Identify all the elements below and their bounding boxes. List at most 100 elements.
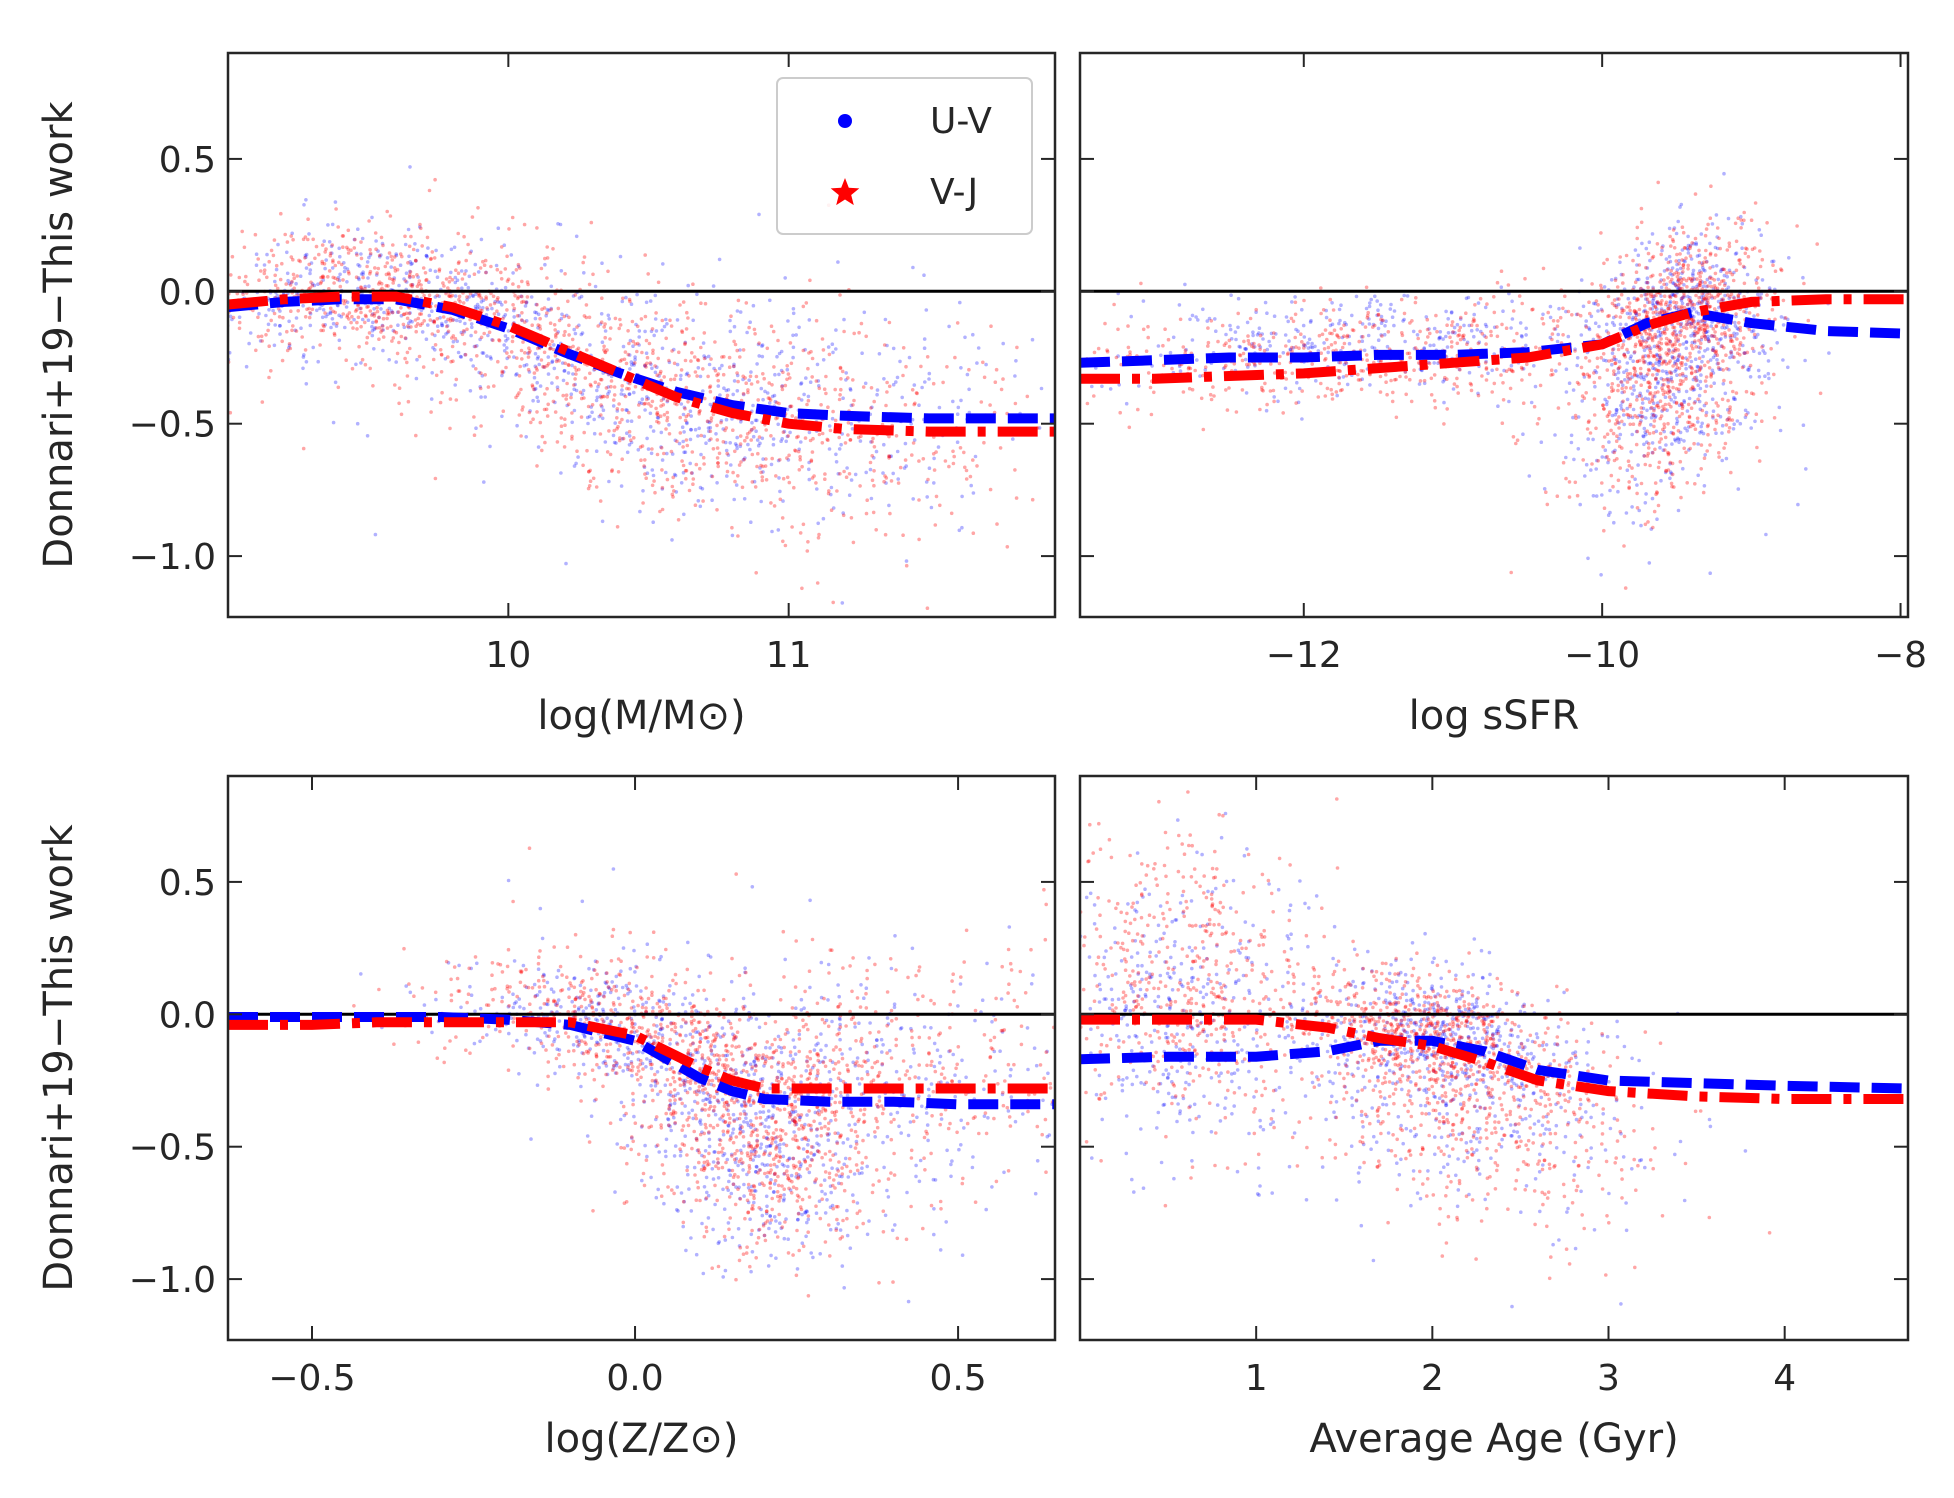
scatter-point [582,255,587,259]
scatter-point [587,470,591,474]
scatter-point [536,326,540,330]
scatter-point [1654,293,1658,298]
scatter-point [321,274,325,279]
scatter-point [1243,357,1248,362]
scatter-point [495,267,500,272]
scatter-point [538,420,543,425]
scatter-point [1687,415,1692,420]
scatter-point [1415,333,1420,337]
scatter-point [1739,218,1743,222]
scatter-point [786,319,790,323]
scatter-point [796,449,801,454]
scatter-point [229,273,233,277]
scatter-point [772,365,776,369]
scatter-point [483,373,488,377]
scatter-point [318,343,322,347]
scatter-point [1301,323,1306,328]
scatter-point [1659,252,1663,257]
scatter-point [760,478,765,483]
scatter-point [1520,378,1524,382]
scatter-point [1691,346,1695,351]
scatter-point [1674,294,1678,299]
scatter-point [823,472,827,476]
scatter-point [732,364,736,369]
scatter-point [515,314,520,318]
scatter-point [105,336,109,340]
scatter-point [840,601,845,605]
scatter-point [1673,369,1677,374]
scatter-point [1665,327,1669,332]
scatter-point [691,482,695,487]
scatter-point [1495,367,1499,372]
scatter-point [298,259,303,264]
scatter-point [1243,347,1247,351]
scatter-point [1698,274,1702,279]
scatter-point [439,370,444,374]
scatter-point [1761,344,1765,348]
scatter-point [1725,274,1729,279]
scatter-point [648,299,653,303]
scatter-point [356,227,360,231]
scatter-point [1734,312,1738,316]
scatter-point [1730,418,1735,422]
scatter-point [826,405,830,410]
scatter-point [377,337,381,342]
scatter-point [1703,268,1707,273]
scatter-point [670,538,674,542]
scatter-point [1655,372,1659,377]
scatter-point [1659,333,1663,337]
scatter-point [1647,240,1652,244]
scatter-point [337,313,341,318]
scatter-point [1592,301,1596,306]
scatter-point [533,351,538,356]
scatter-point [1647,300,1652,305]
scatter-point [1208,392,1213,397]
scatter-point [1726,216,1731,221]
scatter-point [1633,477,1637,482]
scatter-point [659,445,663,449]
scatter-point [709,474,714,478]
scatter-point [394,360,399,364]
scatter-point [1635,225,1640,230]
scatter-point [643,363,647,367]
scatter-point [1408,377,1412,382]
scatter-point [686,412,691,417]
scatter-point [1625,380,1630,384]
scatter-point [1456,391,1460,395]
scatter-point [779,368,784,373]
scatter-point [1663,395,1668,400]
scatter-point [642,402,646,406]
scatter-point [740,485,745,490]
scatter-point [559,424,564,429]
scatter-point [1692,401,1697,405]
scatter-point [389,324,393,329]
scatter-point [1706,284,1710,288]
scatter-point [165,358,169,362]
scatter-point [410,320,414,324]
scatter-point [1529,400,1534,405]
scatter-point [643,472,647,476]
scatter-point [679,402,684,406]
scatter-point [522,222,527,227]
scatter-point [702,354,706,358]
scatter-point [681,439,685,444]
scatter-point [655,412,659,416]
scatter-point [1265,402,1269,407]
scatter-point [622,357,627,362]
scatter-point [1705,277,1710,282]
scatter-point [1686,402,1691,407]
scatter-point [1599,286,1604,291]
scatter-point [511,303,515,307]
scatter-point [927,377,931,381]
scatter-point [1412,368,1416,373]
scatter-point [559,269,564,273]
scatter-point [1677,352,1682,357]
scatter-point [1659,437,1663,441]
scatter-point [446,286,450,290]
scatter-point [859,434,863,439]
trend-line-v-j [228,291,1055,437]
scatter-point [624,408,628,412]
scatter-point [904,563,909,568]
scatter-point [1571,415,1575,420]
scatter-point [1418,379,1423,383]
